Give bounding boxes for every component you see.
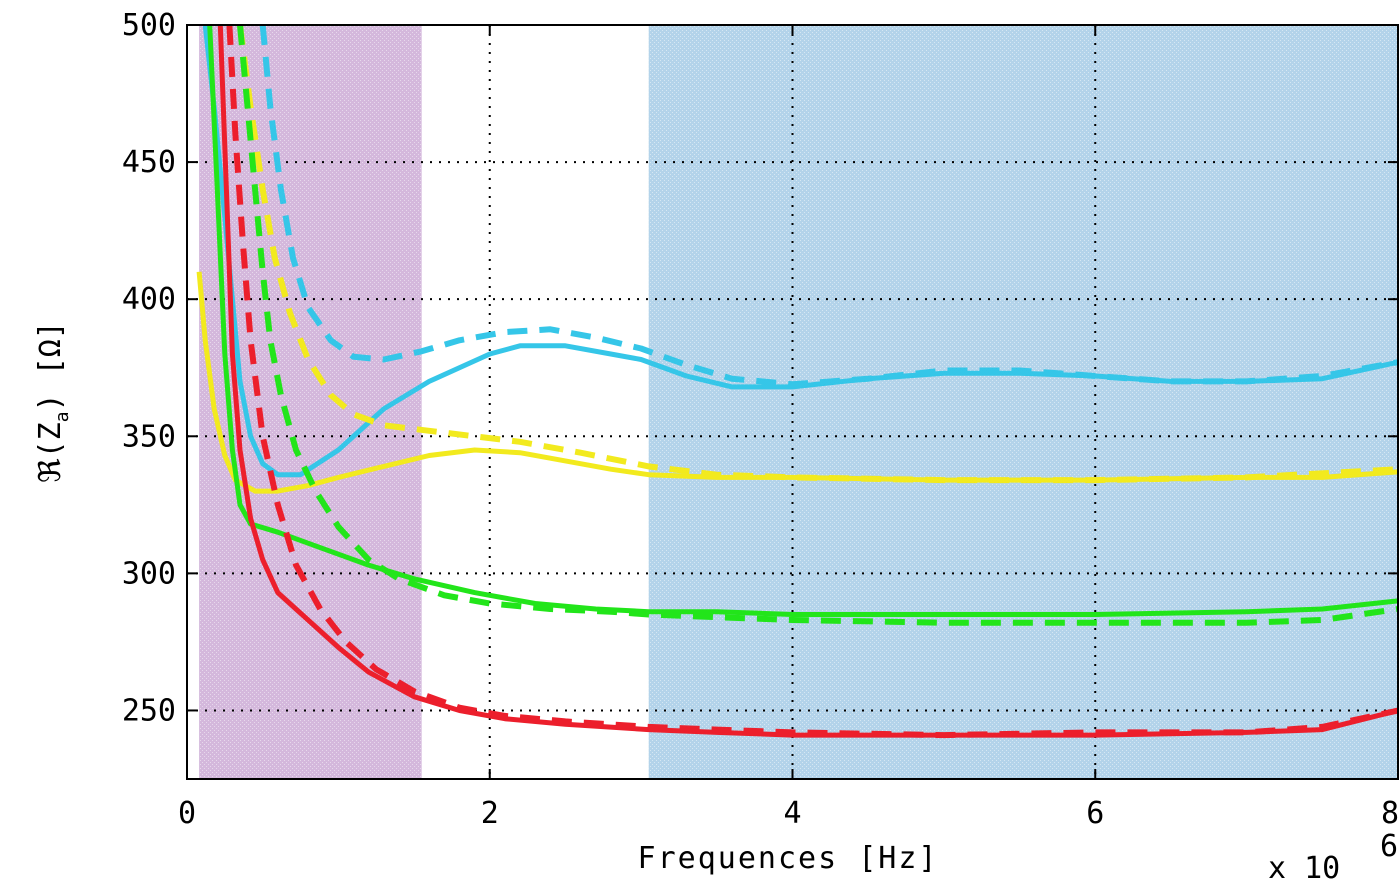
shaded-region-texture-1 — [648, 25, 1398, 779]
y-axis-title: ℜ(Za) [Ω] — [33, 321, 73, 483]
y-tick-label-1: 300 — [122, 556, 176, 591]
svg-text:ℜ(Za) [Ω]: ℜ(Za) [Ω] — [33, 321, 73, 483]
series-line-5 — [237, 25, 1398, 626]
series-layer — [196, 25, 1398, 739]
y-axis-title-subscript: a — [52, 411, 73, 422]
x-tick-label-2: 4 — [783, 796, 801, 831]
shaded-region-texture-0 — [199, 25, 422, 779]
x-tick-label-1: 2 — [481, 796, 499, 831]
x-tick-labels: 0 2 4 6 8 — [178, 796, 1399, 831]
series-line-3 — [237, 25, 1398, 484]
x-axis-title: Frequences [Hz] — [638, 841, 939, 876]
y-axis-title-main: ℜ(Z — [33, 422, 68, 483]
y-tick-label-0: 250 — [122, 693, 176, 728]
series-line-7 — [226, 25, 1398, 739]
grid-lines — [186, 24, 1399, 779]
x-axis-multiplier: x 10 6 — [1268, 829, 1398, 880]
series-line-6 — [217, 25, 1398, 738]
y-tick-label-2: 350 — [122, 419, 176, 454]
x-tick-label-4: 8 — [1381, 796, 1399, 831]
plot-frame — [186, 24, 1399, 780]
y-axis-title-unit: ) [Ω] — [33, 321, 68, 411]
y-tick-label-5: 500 — [122, 8, 176, 43]
x-tick-label-3: 6 — [1086, 796, 1104, 831]
x-tick-label-0: 0 — [178, 796, 196, 831]
x-multiplier-base: x 10 — [1268, 851, 1340, 880]
shaded-regions — [199, 25, 1398, 779]
y-tick-labels: 250 300 350 400 450 500 — [122, 8, 176, 728]
y-tick-label-4: 450 — [122, 145, 176, 180]
series-line-4 — [207, 25, 1398, 617]
x-multiplier-exponent: 6 — [1380, 829, 1398, 864]
y-tick-label-3: 400 — [122, 282, 176, 317]
